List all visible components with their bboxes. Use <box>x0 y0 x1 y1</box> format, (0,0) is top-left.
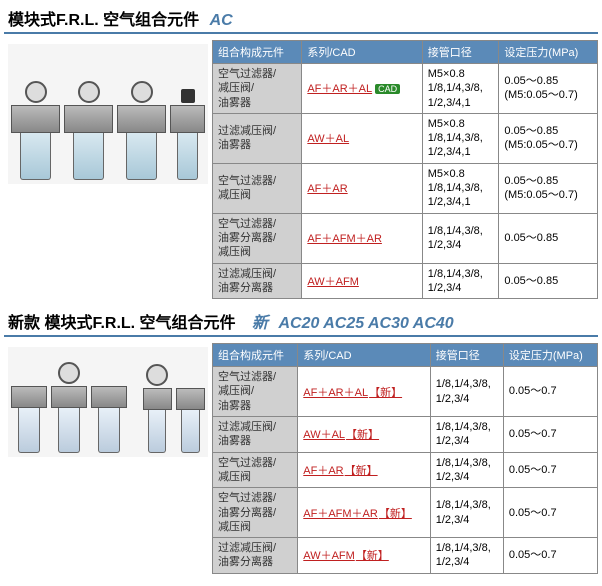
series-link[interactable]: AF＋AFM＋AR <box>307 233 382 245</box>
section2-title-new: 新 <box>252 315 268 332</box>
table-row: 过滤减压阀/油雾器 AW＋AL M5×0.81/8,1/4,3/8,1/2,3/4,… <box>213 113 598 163</box>
pressure-cell: 0.05～0.85 <box>499 213 598 263</box>
section2-row: 组合构成元件系列/CAD接管口径设定压力(MPa) 空气过滤器/减压阀/油雾器 A… <box>4 343 598 574</box>
new-badge: 【新】 <box>369 387 402 399</box>
pressure-cell: 0.05～0.7 <box>503 452 597 488</box>
series-link[interactable]: AW＋AFM <box>307 276 359 288</box>
new-badge: 【新】 <box>379 508 412 520</box>
series-link[interactable]: AF＋AR <box>307 183 347 195</box>
section2-title-main: 新款 模块式F.R.L. 空气组合元件 <box>8 315 236 332</box>
series-cell: AF＋AR <box>302 163 422 213</box>
series-cell: AW＋AL <box>302 113 422 163</box>
section1-row: 组合构成元件系列/CAD接管口径设定压力(MPa) 空气过滤器/减压阀/油雾器A… <box>4 40 598 299</box>
component-cell: 空气过滤器/油雾分离器/减压阀 <box>213 488 298 538</box>
section2-title-codes: AC20 AC25 AC30 AC40 <box>278 315 453 332</box>
table-row: 空气过滤器/减压阀/油雾器 AF＋AR＋AL【新】 1/8,1/4,3/8,1/2,… <box>213 367 598 417</box>
section1-image-col <box>4 40 212 188</box>
table-header-cell: 系列/CAD <box>298 344 430 367</box>
port-cell: 1/8,1/4,3/8,1/2,3/4 <box>430 367 503 417</box>
port-cell: M5×0.81/8,1/4,3/8,1/2,3/4,1 <box>422 163 499 213</box>
series-link[interactable]: AW＋AL【新】 <box>303 429 379 441</box>
series-cell: AF＋AR＋AL【新】 <box>298 367 430 417</box>
new-badge: 【新】 <box>356 550 389 562</box>
table-row: 空气过滤器/减压阀/油雾器AF＋AR＋ALCADM5×0.81/8,1/4,3/… <box>213 64 598 114</box>
component-cell: 过滤减压阀/油雾分离器 <box>213 538 298 574</box>
table-row: 过滤减压阀/油雾分离器 AW＋AFM 1/8,1/4,3/8,1/2,3/40.05… <box>213 263 598 299</box>
port-cell: 1/8,1/4,3/8,1/2,3/4 <box>422 213 499 263</box>
table-row: 过滤减压阀/油雾器 AW＋AL【新】 1/8,1/4,3/8,1/2,3/40.05… <box>213 417 598 453</box>
product-image-ac <box>8 44 208 184</box>
pressure-cell: 0.05～0.7 <box>503 417 597 453</box>
pressure-cell: 0.05～0.7 <box>503 488 597 538</box>
series-link[interactable]: AF＋AR【新】 <box>303 465 377 477</box>
component-cell: 过滤减压阀/油雾器 <box>213 417 298 453</box>
series-link[interactable]: AW＋AL <box>307 133 349 145</box>
component-cell: 空气过滤器/减压阀/油雾器 <box>213 64 302 114</box>
pressure-cell: 0.05～0.85(M5:0.05～0.7) <box>499 163 598 213</box>
port-cell: 1/8,1/4,3/8,1/2,3/4 <box>422 263 499 299</box>
product-image-ac-new <box>8 347 208 457</box>
series-cell: AW＋AFM <box>302 263 422 299</box>
port-cell: 1/8,1/4,3/8,1/2,3/4 <box>430 538 503 574</box>
component-cell: 空气过滤器/减压阀 <box>213 163 302 213</box>
table-header-cell: 组合构成元件 <box>213 344 298 367</box>
component-cell: 空气过滤器/油雾分离器/减压阀 <box>213 213 302 263</box>
section2-image-col <box>4 343 212 461</box>
table-header-cell: 设定压力(MPa) <box>499 41 598 64</box>
component-cell: 过滤减压阀/油雾分离器 <box>213 263 302 299</box>
section2-table-col: 组合构成元件系列/CAD接管口径设定压力(MPa) 空气过滤器/减压阀/油雾器 A… <box>212 343 598 574</box>
table-header-row: 组合构成元件系列/CAD接管口径设定压力(MPa) <box>213 41 598 64</box>
pressure-cell: 0.05～0.85(M5:0.05～0.7) <box>499 64 598 114</box>
component-cell: 过滤减压阀/油雾器 <box>213 113 302 163</box>
table-row: 空气过滤器/油雾分离器/减压阀 AF＋AFM＋AR【新】 1/8,1/4,3/8,1… <box>213 488 598 538</box>
port-cell: M5×0.81/8,1/4,3/8,1/2,3/4,1 <box>422 64 499 114</box>
series-link[interactable]: AF＋AFM＋AR【新】 <box>303 508 412 520</box>
table-row: 空气过滤器/减压阀 AF＋AR M5×0.81/8,1/4,3/8,1/2,3/4,… <box>213 163 598 213</box>
series-link[interactable]: AW＋AFM【新】 <box>303 550 389 562</box>
table-row: 过滤减压阀/油雾分离器 AW＋AFM【新】 1/8,1/4,3/8,1/2,3/40… <box>213 538 598 574</box>
table-header-cell: 组合构成元件 <box>213 41 302 64</box>
component-cell: 空气过滤器/减压阀 <box>213 452 298 488</box>
series-cell: AW＋AFM【新】 <box>298 538 430 574</box>
section2-tbody: 空气过滤器/减压阀/油雾器 AF＋AR＋AL【新】 1/8,1/4,3/8,1/2,… <box>213 367 598 574</box>
section1-tbody: 空气过滤器/减压阀/油雾器AF＋AR＋ALCADM5×0.81/8,1/4,3/… <box>213 64 598 299</box>
port-cell: M5×0.81/8,1/4,3/8,1/2,3/4,1 <box>422 113 499 163</box>
new-badge: 【新】 <box>345 465 378 477</box>
series-link[interactable]: AF＋AR＋AL <box>307 83 372 95</box>
table-header-cell: 接管口径 <box>422 41 499 64</box>
section1-title-main: 模块式F.R.L. 空气组合元件 <box>8 12 199 29</box>
series-cell: AF＋AR【新】 <box>298 452 430 488</box>
series-cell: AW＋AL【新】 <box>298 417 430 453</box>
table-row: 空气过滤器/减压阀 AF＋AR【新】 1/8,1/4,3/8,1/2,3/40.05… <box>213 452 598 488</box>
table-header-cell: 设定压力(MPa) <box>503 344 597 367</box>
port-cell: 1/8,1/4,3/8,1/2,3/4 <box>430 417 503 453</box>
pressure-cell: 0.05～0.85 <box>499 263 598 299</box>
table-row: 空气过滤器/油雾分离器/减压阀 AF＋AFM＋AR 1/8,1/4,3/8,1/2,… <box>213 213 598 263</box>
series-cell: AF＋AR＋ALCAD <box>302 64 422 114</box>
section1-table: 组合构成元件系列/CAD接管口径设定压力(MPa) 空气过滤器/减压阀/油雾器A… <box>212 40 598 299</box>
cad-badge[interactable]: CAD <box>375 84 400 94</box>
table-header-row: 组合构成元件系列/CAD接管口径设定压力(MPa) <box>213 344 598 367</box>
section1-title-code: AC <box>210 12 233 29</box>
pressure-cell: 0.05～0.7 <box>503 538 597 574</box>
pressure-cell: 0.05～0.7 <box>503 367 597 417</box>
series-cell: AF＋AFM＋AR【新】 <box>298 488 430 538</box>
component-cell: 空气过滤器/减压阀/油雾器 <box>213 367 298 417</box>
table-header-cell: 系列/CAD <box>302 41 422 64</box>
port-cell: 1/8,1/4,3/8,1/2,3/4 <box>430 488 503 538</box>
section1-table-col: 组合构成元件系列/CAD接管口径设定压力(MPa) 空气过滤器/减压阀/油雾器A… <box>212 40 598 299</box>
series-link[interactable]: AF＋AR＋AL【新】 <box>303 387 402 399</box>
section2-table: 组合构成元件系列/CAD接管口径设定压力(MPa) 空气过滤器/减压阀/油雾器 A… <box>212 343 598 574</box>
series-cell: AF＋AFM＋AR <box>302 213 422 263</box>
table-header-cell: 接管口径 <box>430 344 503 367</box>
port-cell: 1/8,1/4,3/8,1/2,3/4 <box>430 452 503 488</box>
pressure-cell: 0.05～0.85(M5:0.05～0.7) <box>499 113 598 163</box>
section2-title: 新款 模块式F.R.L. 空气组合元件 新 AC20 AC25 AC30 AC4… <box>4 307 598 337</box>
section1-title: 模块式F.R.L. 空气组合元件 AC <box>4 4 598 34</box>
new-badge: 【新】 <box>346 429 379 441</box>
